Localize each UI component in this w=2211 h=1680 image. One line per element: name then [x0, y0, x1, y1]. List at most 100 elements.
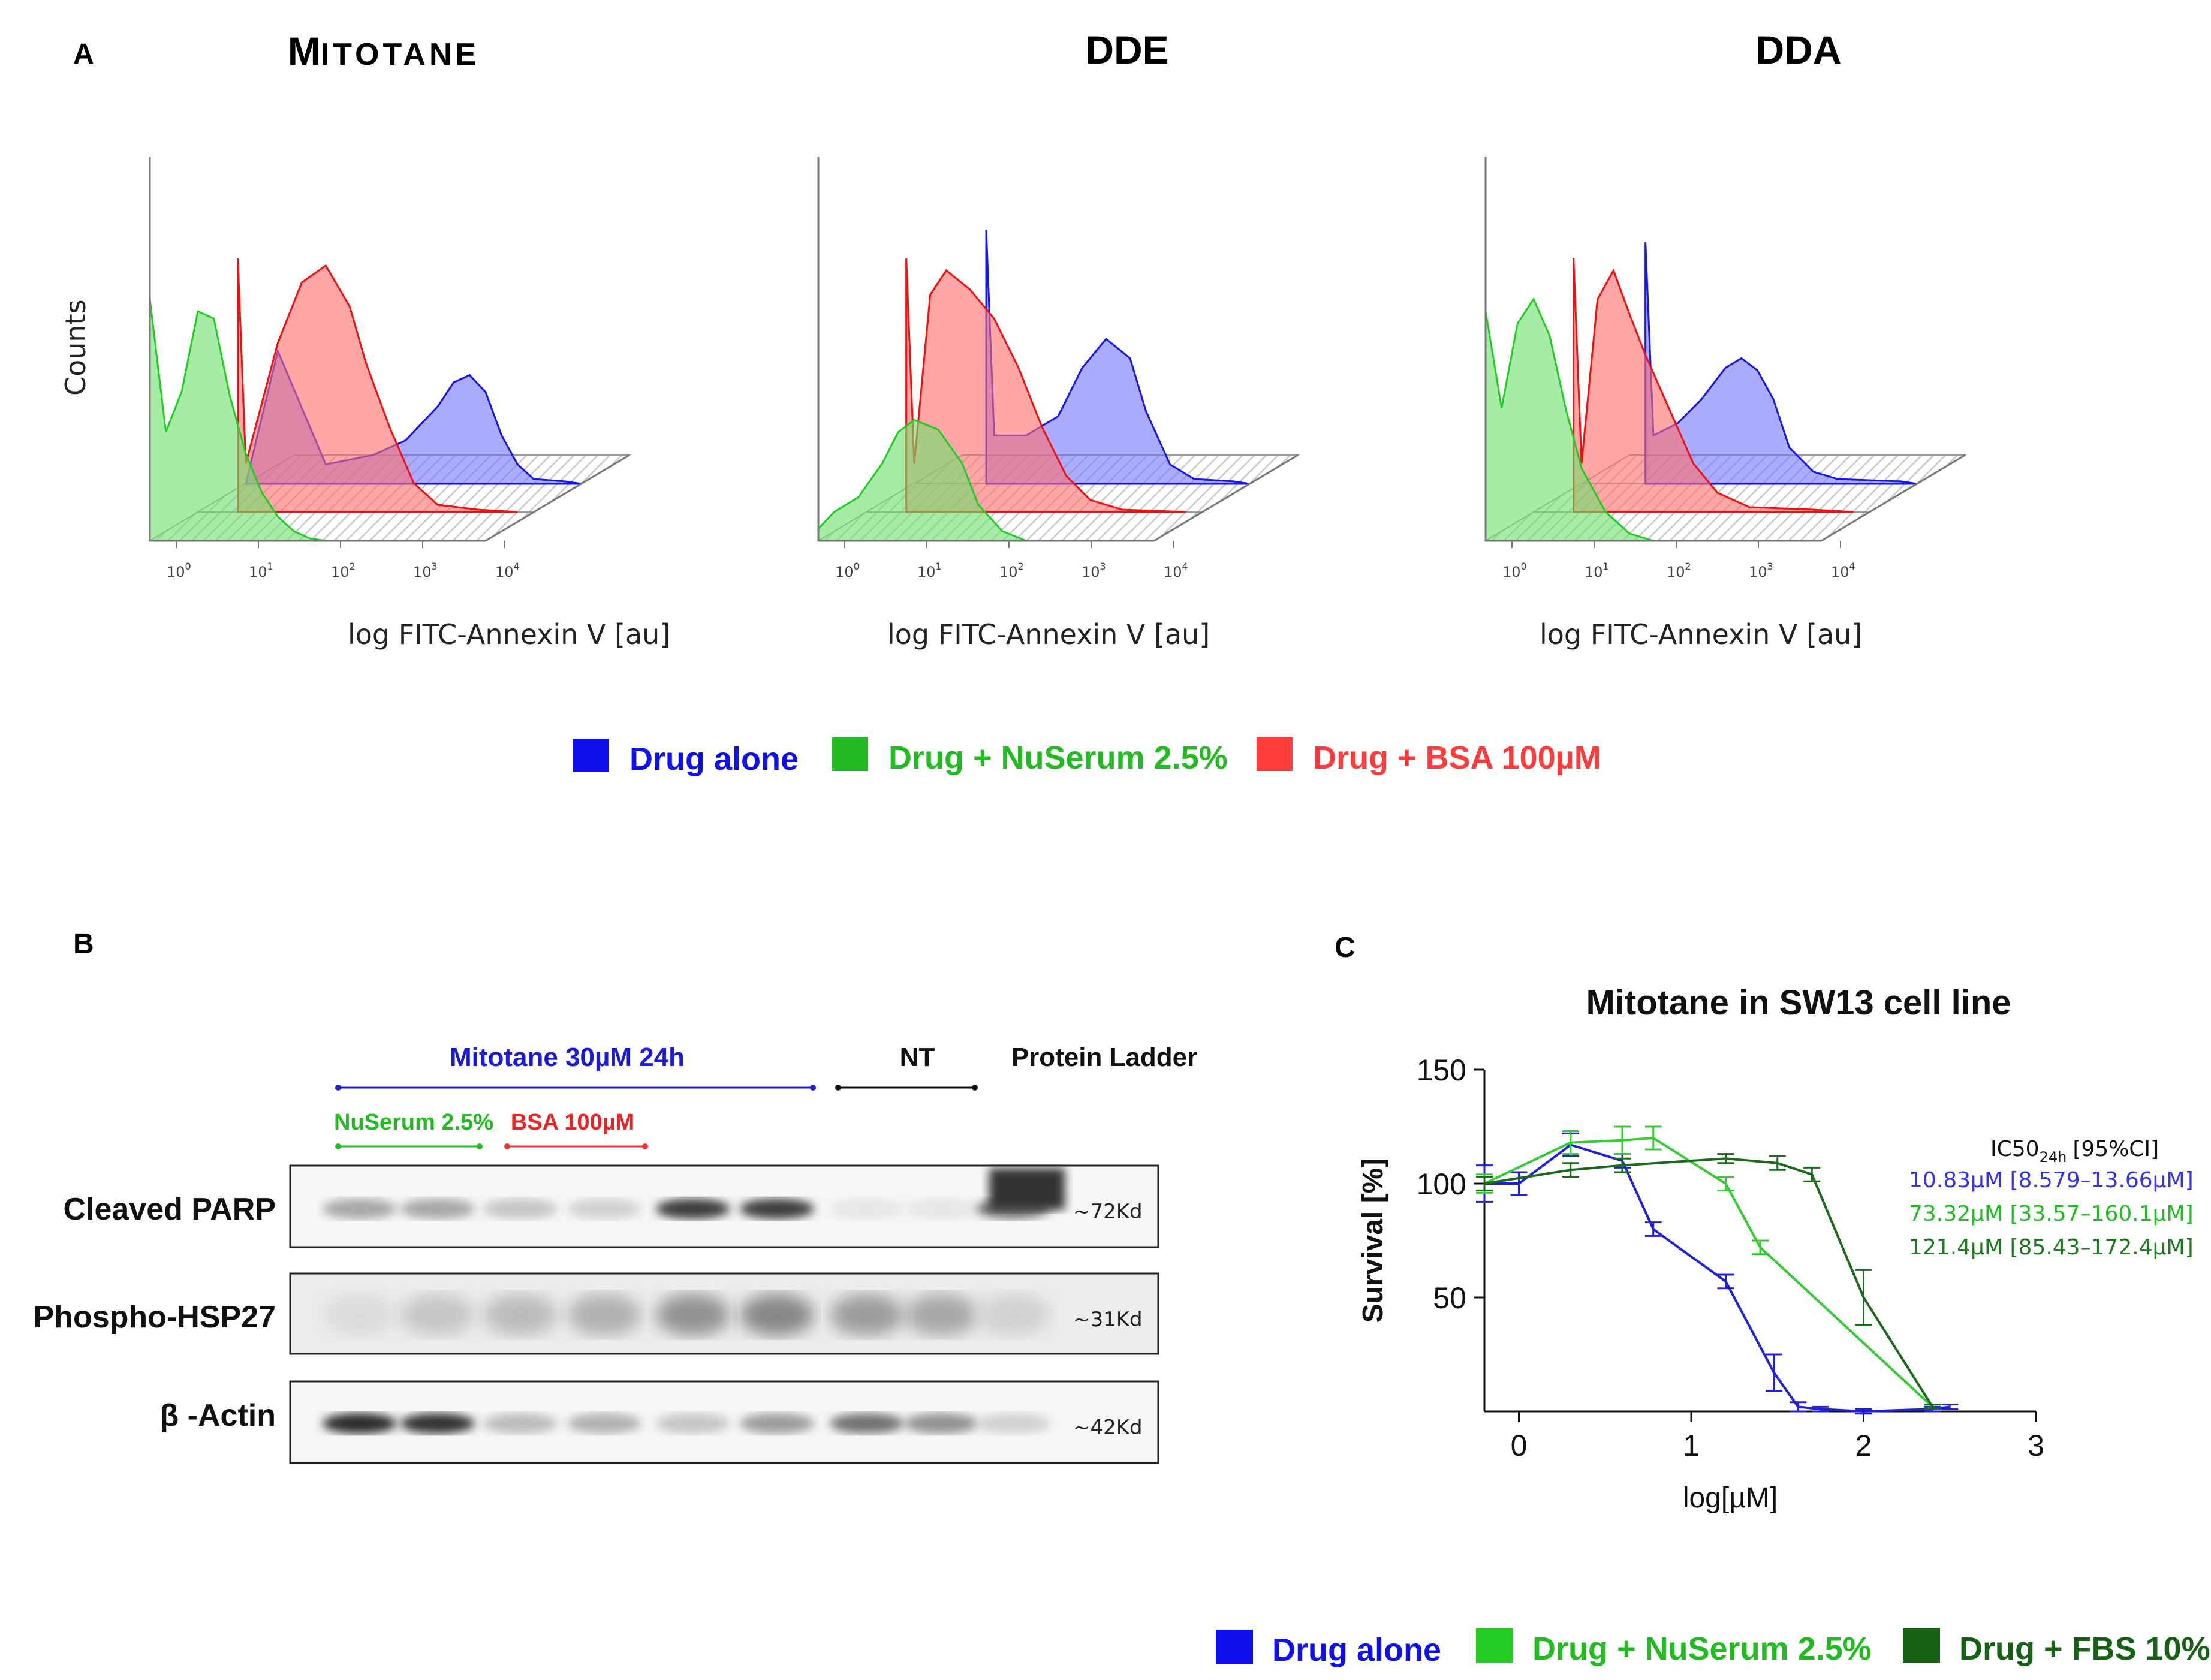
wb-nuserum-bracket-end — [477, 1143, 483, 1149]
c-series-line — [1484, 1143, 1950, 1413]
blot-band — [323, 1199, 397, 1219]
blot-band — [830, 1413, 904, 1434]
blot-row-label: β -Actin — [159, 1398, 276, 1433]
legend-c-label-darkgreen: Drug + FBS 10% — [1959, 1631, 2210, 1667]
hist-tick-base: 10 — [167, 564, 185, 580]
hist-tick-label: 104 — [495, 561, 520, 580]
hist-tick-base: 10 — [249, 564, 267, 580]
hist-title-dda: DDA — [1756, 28, 1842, 72]
wb-ladder-label: Protein Ladder — [1011, 1043, 1198, 1072]
hist-series-drug-bsa-100-m — [1573, 258, 1854, 513]
wb-nuserum-bracket-end — [335, 1143, 341, 1149]
hist-tick-exp: 3 — [1767, 561, 1773, 572]
histogram-dda: DDA 100 101 102 103 104 log FITC-Annexin V [… — [1483, 28, 1968, 651]
c-y-label: Survival [%] — [1357, 1158, 1389, 1323]
blot-band — [740, 1294, 814, 1336]
hist-tick-base: 10 — [331, 564, 350, 580]
hist-tick-base: 10 — [835, 564, 854, 580]
hist-tick-base: 10 — [1831, 564, 1849, 580]
ic50-row-fbs: 121.4µM [85.43–172.4µM] — [1909, 1235, 2194, 1260]
blot-band — [567, 1294, 641, 1336]
blot-band — [740, 1199, 814, 1219]
hist-tick-exp: 1 — [936, 561, 942, 572]
hist-tick-exp: 2 — [350, 561, 356, 572]
panel-a-letter: A — [73, 38, 94, 70]
hist-tick-base: 10 — [999, 564, 1018, 580]
hist-series-drug-bsa-100-m — [237, 258, 518, 513]
hist-tick-exp: 3 — [1100, 561, 1106, 572]
blot-band — [483, 1199, 558, 1219]
wb-bsa-label: BSA 100µM — [511, 1110, 634, 1135]
legend-c-swatch-green — [1476, 1628, 1513, 1663]
hist-tick-exp: 0 — [854, 561, 860, 572]
hist-tick-exp: 1 — [1603, 561, 1609, 572]
ic50-header-ci: [95%CI] — [2073, 1137, 2159, 1161]
blot-band — [483, 1413, 558, 1434]
hist-tick-base: 10 — [1502, 564, 1521, 580]
ic50-header: IC5024h [95%CI] — [1990, 1137, 2159, 1166]
legend-a-swatch-red — [1257, 737, 1293, 771]
wb-nuserum-label: NuSerum 2.5% — [334, 1110, 493, 1135]
hist-xlabel: log FITC-Annexin V [au] — [887, 618, 1210, 651]
blot-row-label: Phospho-HSP27 — [34, 1300, 276, 1335]
blot-band — [656, 1199, 730, 1219]
blot-band — [740, 1413, 814, 1434]
hist-tick-label: 103 — [413, 561, 438, 580]
hist-title-mitotane-rest: ITOTANE — [321, 37, 480, 72]
hist-tick-label: 104 — [1831, 561, 1855, 580]
legend-c-label-blue: Drug alone — [1272, 1632, 1441, 1668]
hist-series-drug-nuserum-2-5- — [1484, 297, 1654, 542]
blot-band — [567, 1413, 641, 1434]
legend-a-swatch-green — [832, 737, 868, 771]
wb-group-bracket-end — [335, 1085, 341, 1091]
dose-response-chart: 0 1 2 3 50 100 150 log[µM] Survival [%] — [1357, 1053, 2044, 1514]
hist-xlabel: log FITC-Annexin V [au] — [348, 618, 670, 651]
ic50-row-nuserum: 73.32µM [33.57–160.1µM] — [1909, 1202, 2194, 1226]
blot-band — [904, 1199, 978, 1219]
ic50-row-drug-alone: 10.83µM [8.579–13.66µM] — [1909, 1168, 2194, 1193]
western-blot: Cleaved PARP ~72Kd Phospho-HSP27 ~31Kd β -Ac… — [34, 1164, 1159, 1464]
hist-tick-label: 102 — [331, 561, 356, 580]
hist-tick-label: 102 — [999, 561, 1024, 580]
ic50-header-main: IC50 — [1990, 1137, 2040, 1161]
ladder-smear — [989, 1168, 1065, 1210]
hist-tick-exp: 0 — [185, 561, 191, 572]
blot-kd-label: ~72Kd — [1073, 1200, 1143, 1224]
c-x-tick-label: 1 — [1683, 1429, 1700, 1462]
hist-tick-exp: 1 — [267, 561, 273, 572]
hist-tick-base: 10 — [1082, 564, 1100, 580]
c-y-tick-label: 50 — [1433, 1281, 1466, 1315]
blot-band — [323, 1294, 397, 1336]
blot-band — [400, 1199, 475, 1219]
c-chart-title: Mitotane in SW13 cell line — [1586, 983, 2011, 1022]
blot-band — [400, 1294, 475, 1336]
hist-depth-axis — [1821, 454, 1966, 542]
legend-c-swatch-blue — [1216, 1630, 1253, 1664]
blot-band — [567, 1199, 641, 1219]
blot-band — [904, 1294, 978, 1336]
legend-c-label-green: Drug + NuSerum 2.5% — [1532, 1631, 1872, 1667]
c-y-tick-label: 150 — [1417, 1053, 1466, 1087]
blot-row-label: Cleaved PARP — [63, 1192, 276, 1227]
hist-depth-axis — [1153, 454, 1299, 542]
hist-tick-base: 10 — [495, 564, 514, 580]
histogram-mitotane: MITOTANE 100 101 102 103 104 log FITC-Annexi… — [147, 29, 670, 651]
c-x-tick-label: 2 — [1855, 1429, 1872, 1462]
hist-tick-label: 100 — [1502, 561, 1527, 580]
hist-tick-base: 10 — [1585, 564, 1603, 580]
c-series-line — [1484, 1136, 1933, 1408]
wb-group-label: Mitotane 30µM 24h — [450, 1043, 685, 1072]
hist-tick-exp: 4 — [1849, 561, 1855, 572]
hist-tick-base: 10 — [413, 564, 432, 580]
blot-band — [656, 1413, 730, 1434]
wb-group-bracket-end — [810, 1085, 816, 1091]
hist-tick-exp: 2 — [1018, 561, 1024, 572]
legend-a: Drug alone Drug + NuSerum 2.5% Drug + BS… — [573, 737, 1601, 777]
blot-band — [976, 1294, 1050, 1336]
blot-kd-label: ~42Kd — [1073, 1416, 1143, 1440]
hist-tick-base: 10 — [1164, 564, 1182, 580]
legend-c: Drug alone Drug + NuSerum 2.5% Drug + FB… — [1216, 1628, 2210, 1668]
wb-nt-bracket-end — [835, 1085, 841, 1091]
hist-tick-exp: 3 — [432, 561, 438, 572]
c-x-label: log[µM] — [1683, 1482, 1778, 1514]
